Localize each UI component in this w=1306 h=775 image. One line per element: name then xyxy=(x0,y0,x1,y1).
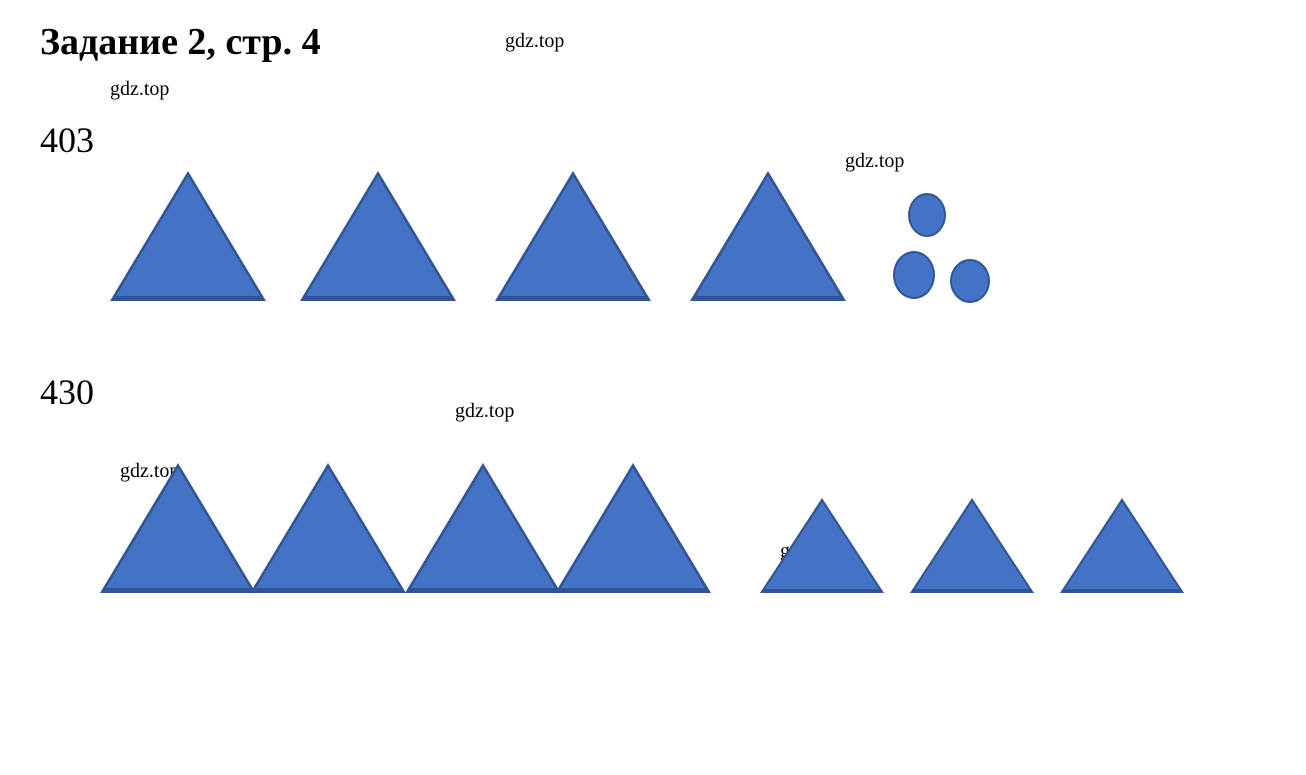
ellipse-shape xyxy=(908,193,946,237)
ellipse-shape xyxy=(950,259,990,303)
row2-number: 430 xyxy=(40,371,1266,413)
triangle-large xyxy=(555,463,711,593)
row1-shapes xyxy=(40,171,1266,331)
ellipse-shape xyxy=(893,251,935,299)
watermark: gdz.top xyxy=(110,78,169,101)
triangle-large xyxy=(495,171,651,301)
triangle-small xyxy=(1060,498,1184,593)
row2-shapes xyxy=(40,463,1266,613)
watermark: gdz.top xyxy=(455,400,514,423)
watermark: gdz.top xyxy=(845,150,904,173)
watermark: gdz.top xyxy=(505,30,564,53)
page-title: Задание 2, стр. 4 xyxy=(40,20,321,64)
triangle-small xyxy=(910,498,1034,593)
triangle-large xyxy=(110,171,266,301)
triangle-large xyxy=(300,171,456,301)
triangle-small xyxy=(760,498,884,593)
triangle-large xyxy=(690,171,846,301)
triangle-large xyxy=(250,463,406,593)
row1-number: 403 xyxy=(40,119,1266,161)
triangle-large xyxy=(405,463,561,593)
triangle-large xyxy=(100,463,256,593)
